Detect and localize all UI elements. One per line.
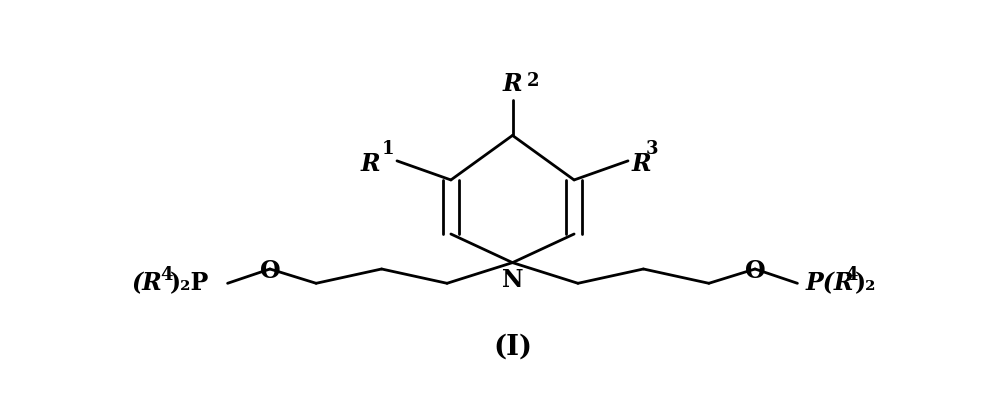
Text: 1: 1 [382, 140, 394, 158]
Text: P(R: P(R [805, 271, 854, 295]
Text: R: R [360, 152, 380, 176]
Text: 2: 2 [526, 72, 539, 90]
Text: O: O [260, 259, 280, 282]
Text: R: R [503, 72, 522, 96]
Text: N: N [502, 268, 523, 292]
Text: R: R [632, 152, 651, 176]
Text: 3: 3 [646, 140, 658, 158]
Text: (R: (R [131, 271, 162, 295]
Text: )₂: )₂ [854, 271, 876, 295]
Text: O: O [745, 259, 765, 282]
Text: (I): (I) [493, 333, 532, 361]
Text: 4: 4 [845, 266, 858, 284]
Text: )₂P: )₂P [170, 271, 209, 295]
Text: 4: 4 [161, 266, 173, 284]
